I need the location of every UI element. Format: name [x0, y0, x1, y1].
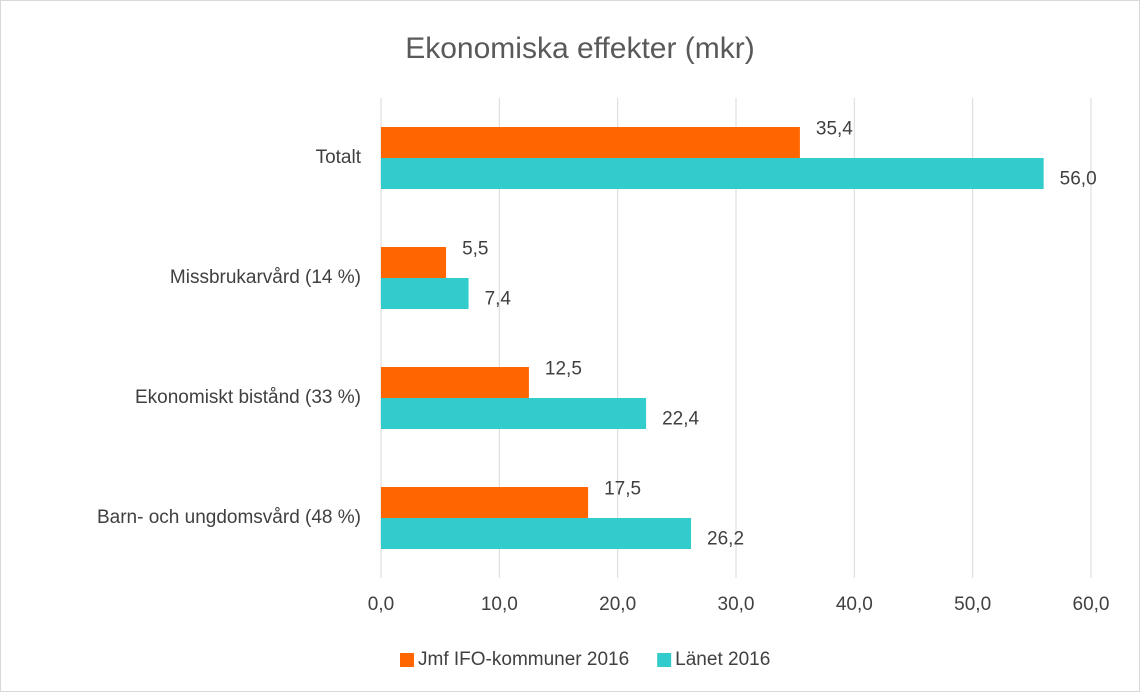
bar [381, 398, 647, 429]
bar [381, 247, 447, 278]
data-label: 17,5 [604, 479, 641, 500]
legend-label: Jmf IFO-kommuner 2016 [418, 649, 629, 670]
legend-label: Länet 2016 [675, 649, 770, 670]
x-tick-label: 20,0 [599, 594, 636, 615]
x-tick-label: 40,0 [836, 594, 873, 615]
legend-swatch [657, 653, 672, 667]
bar [381, 518, 692, 549]
data-label: 7,4 [485, 289, 512, 310]
y-tick-label: Totalt [316, 147, 362, 168]
chart-title: Ekonomiska effekter (mkr) [405, 32, 755, 65]
data-label: 56,0 [1060, 169, 1097, 190]
bar [381, 278, 469, 309]
bar [381, 127, 800, 158]
y-tick-label: Ekonomiskt bistånd (33 %) [135, 387, 361, 408]
data-label: 22,4 [662, 409, 699, 430]
y-tick-label: Missbrukarvård (14 %) [170, 267, 361, 288]
bar [381, 367, 529, 398]
data-label: 5,5 [462, 239, 488, 260]
bar [381, 158, 1044, 189]
bar [381, 487, 589, 518]
y-tick-label: Barn- och ungdomsvård (48 %) [97, 507, 361, 528]
x-tick-label: 10,0 [481, 594, 518, 615]
data-label: 12,5 [545, 359, 582, 380]
legend-swatch [400, 653, 414, 667]
data-label: 35,4 [816, 119, 853, 140]
x-tick-label: 0,0 [368, 594, 394, 615]
x-tick-label: 50,0 [954, 594, 991, 615]
data-label: 26,2 [707, 529, 744, 550]
x-tick-label: 30,0 [718, 594, 755, 615]
x-tick-label: 60,0 [1073, 594, 1110, 615]
